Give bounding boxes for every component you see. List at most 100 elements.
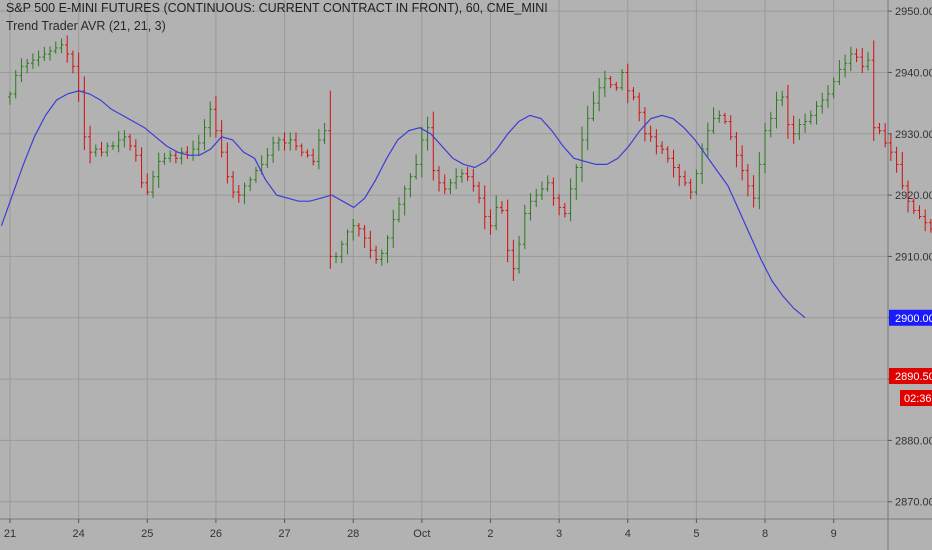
candle-bar [305, 149, 310, 158]
candle-bar [511, 239, 516, 282]
candle-bar [173, 150, 178, 164]
y-tick-label: 2930.00 [895, 129, 932, 141]
candle-bar [562, 202, 567, 218]
candle-bar [774, 91, 779, 129]
candle-bar [396, 197, 401, 223]
indicator-legend[interactable]: Trend Trader AVR (21, 21, 3) [6, 19, 166, 33]
candle-bar [494, 195, 499, 231]
candle-bar [517, 235, 522, 274]
candle-bar [299, 143, 304, 157]
candle-bar [688, 178, 693, 200]
y-tick-label: 2870.00 [895, 497, 932, 509]
candle-bar [568, 178, 573, 222]
countdown-badge: 02:36 [900, 390, 932, 407]
candle-bar [871, 40, 876, 142]
candle-bar [242, 182, 247, 204]
x-tick-label: 5 [693, 528, 699, 540]
candle-bar [620, 69, 625, 91]
candle-bar [116, 131, 121, 153]
candle-bar [30, 53, 35, 69]
candle-bar [311, 148, 316, 166]
candle-bar [791, 115, 796, 144]
candle-bar [574, 164, 579, 201]
candle-bar [231, 171, 236, 199]
x-tick-label: 21 [4, 528, 16, 540]
candle-bar [763, 123, 768, 174]
candle-bar [425, 116, 430, 151]
candle-bar [139, 147, 144, 188]
candle-bar [917, 205, 922, 220]
candle-bar [36, 50, 41, 67]
candle-bar [345, 229, 350, 255]
candle-bar [213, 96, 218, 138]
candle-bar [528, 193, 533, 221]
candle-bar [168, 150, 173, 163]
candle-bar [151, 170, 155, 198]
candle-bar [877, 122, 882, 135]
candle-bar [906, 180, 911, 213]
candle-bar [808, 110, 813, 125]
indicator-line [0, 90, 806, 319]
candle-bar [837, 60, 842, 86]
candle-bar [585, 105, 590, 151]
indicator-line-group [0, 90, 806, 319]
candle-bar [25, 58, 30, 74]
time-axis[interactable]: 21 24 25 26 27 28 Oct 2 3 4 5 8 9 [0, 518, 932, 540]
candle-bar [219, 120, 224, 158]
y-tick-label: 2880.00 [895, 435, 932, 447]
candle-bar [648, 125, 653, 142]
candle-bar [339, 240, 344, 264]
candle-bar [825, 85, 830, 108]
candle-bar [728, 115, 733, 141]
candle-bar [677, 163, 682, 187]
candle-bar [625, 63, 630, 104]
candle-bar [482, 185, 487, 230]
candle-bar [602, 70, 607, 98]
candle-bar [99, 141, 104, 157]
candlestick-series [8, 35, 932, 282]
candle-bar [431, 111, 436, 181]
candle-bar [282, 132, 287, 151]
candle-bar [248, 176, 253, 192]
y-tick-label: 2920.00 [895, 190, 932, 202]
candle-bar [534, 188, 539, 208]
candle-bar [820, 92, 825, 114]
candle-bar [402, 185, 407, 216]
candle-bar [745, 163, 750, 197]
candle-bar [854, 48, 859, 63]
candle-bar [848, 46, 853, 72]
candle-bar [888, 133, 893, 161]
candle-bar [883, 123, 888, 148]
candle-bar [379, 249, 384, 266]
price-badge: 2890.50 [889, 368, 932, 385]
candle-bar [356, 223, 361, 237]
candle-bar [19, 58, 24, 83]
candle-bar [711, 107, 716, 134]
candle-bar [391, 209, 396, 248]
candle-bar [328, 90, 333, 269]
candle-bar [803, 113, 808, 133]
countdown-label: 02:36 [904, 393, 932, 405]
candle-bar [271, 136, 276, 163]
candle-bar [522, 204, 527, 249]
candle-bar [866, 51, 870, 71]
x-tick-label: 8 [762, 528, 768, 540]
y-tick-label: 2940.00 [895, 67, 932, 79]
candle-bar [13, 70, 18, 99]
y-tick-label: 2950.00 [895, 6, 932, 18]
y-tick-label: 2910.00 [895, 251, 932, 263]
candle-bar [122, 130, 127, 148]
chart-title[interactable]: S&P 500 E-MINI FUTURES (CONTINUOUS: CURR… [6, 1, 548, 15]
candle-bar [631, 87, 636, 101]
price-badge-bg [889, 368, 932, 385]
price-badge-label: 2890.50 [895, 371, 932, 383]
candle-bar [42, 46, 47, 61]
candle-bar [608, 75, 613, 89]
candle-bar [665, 146, 670, 163]
candle-bar [682, 170, 687, 187]
candle-bar [768, 111, 773, 138]
price-badges: 2900.00 2890.50 02:36 [889, 309, 932, 407]
candle-bar [694, 169, 699, 196]
